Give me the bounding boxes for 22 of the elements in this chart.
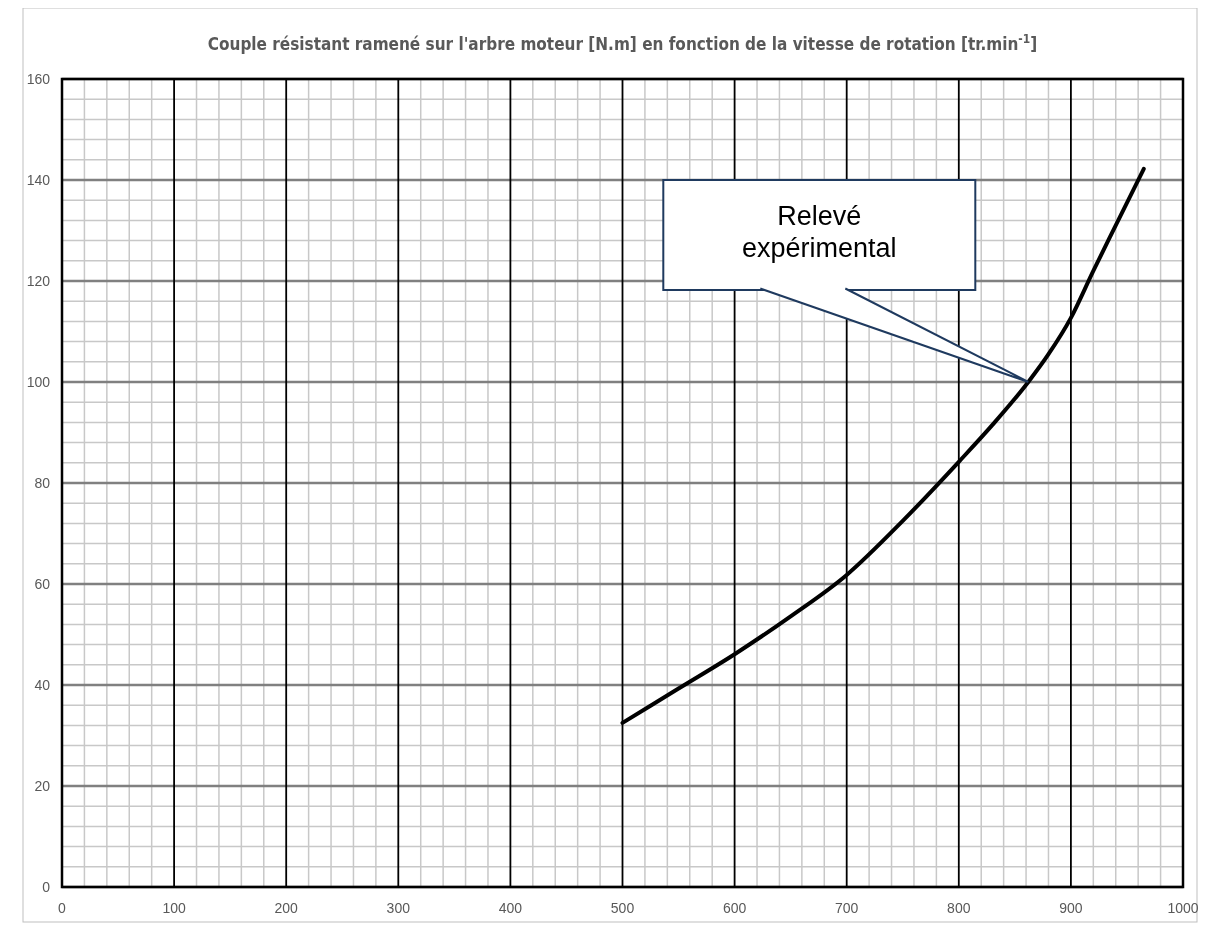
y-tick-label: 100	[26, 374, 51, 390]
x-tick-label: 100	[162, 900, 186, 916]
y-tick-label: 40	[34, 677, 51, 693]
y-tick-label: 160	[26, 71, 51, 87]
y-tick-label: 120	[26, 273, 51, 289]
y-tick-label: 60	[34, 576, 51, 592]
y-tick-label: 0	[42, 879, 51, 895]
x-tick-label: 300	[386, 900, 411, 916]
chart-title: Couple résistant ramené sur l'arbre moteur [N.m] en fonction de la vitesse de rotation [tr.min$^{-1}$]	[207, 32, 1038, 54]
x-tick-label: 200	[274, 900, 299, 916]
x-tick-label: 0	[58, 900, 67, 916]
x-tick-label: 800	[947, 900, 971, 916]
x-tick-label: 1000	[1167, 900, 1199, 916]
annotation: Relevé expérimental	[742, 201, 897, 263]
x-tick-label: 600	[722, 900, 747, 916]
x-tick-label: 900	[1059, 900, 1083, 916]
x-tick-label: 500	[610, 900, 635, 916]
y-tick-label: 20	[34, 778, 51, 794]
y-tick-label: 140	[26, 172, 51, 188]
x-tick-label: 700	[835, 900, 859, 916]
y-tick-label: 80	[34, 475, 51, 491]
x-tick-label: 400	[498, 900, 523, 916]
